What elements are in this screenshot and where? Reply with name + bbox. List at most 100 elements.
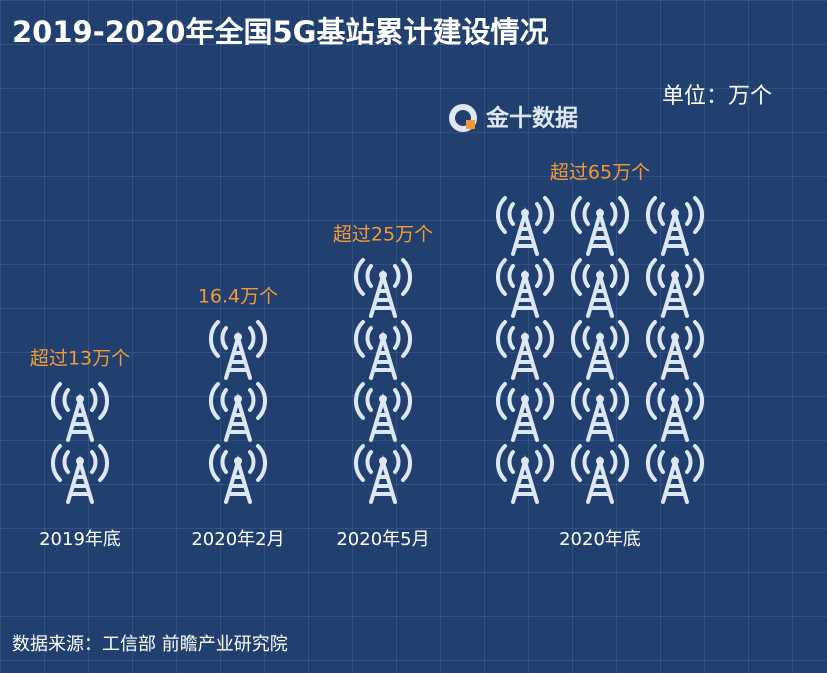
tower-icon: [353, 444, 413, 504]
tower-icon: [645, 382, 705, 442]
icon-stack: [208, 320, 268, 504]
tower-icon: [495, 196, 555, 256]
value-label: 16.4万个: [198, 286, 278, 308]
signal-wave: [645, 382, 705, 420]
signal-wave: [570, 382, 630, 420]
signal-wave: [645, 258, 705, 296]
tower-top: [521, 271, 529, 279]
signal-wave: [50, 444, 110, 482]
tower-body: [661, 331, 689, 380]
tower-body: [511, 207, 539, 256]
signal-wave: [507, 326, 543, 350]
tower-body: [369, 393, 397, 442]
signal-wave: [365, 450, 401, 474]
logo-text: 金十数据: [485, 105, 578, 132]
tower-top: [521, 395, 529, 403]
signal-wave: [353, 382, 413, 420]
tower-body: [661, 269, 689, 318]
tower-top: [671, 395, 679, 403]
tower-top: [521, 457, 529, 465]
signal-wave: [353, 258, 413, 296]
signal-wave: [582, 450, 618, 474]
tower-icon: [50, 382, 110, 442]
signal-wave: [220, 388, 256, 412]
signal-wave: [62, 450, 98, 474]
icon-stack: [495, 196, 705, 504]
tower-icon: [645, 196, 705, 256]
signal-wave: [507, 202, 543, 226]
category-label: 2020年底: [559, 529, 641, 550]
signal-wave: [582, 202, 618, 226]
source: 数据来源：工信部 前瞻产业研究院: [12, 634, 288, 655]
tower-icon: [570, 444, 630, 504]
signal-wave: [570, 444, 630, 482]
signal-wave: [220, 326, 256, 350]
signal-wave: [365, 264, 401, 288]
tower-icon: [353, 382, 413, 442]
tower-top: [379, 457, 387, 465]
tower-body: [661, 207, 689, 256]
signal-wave: [657, 326, 693, 350]
logo-dot: [466, 120, 475, 129]
tower-body: [66, 455, 94, 504]
logo-icon: [449, 104, 477, 132]
tower-body: [511, 455, 539, 504]
value-label: 超过13万个: [30, 348, 130, 370]
tower-body: [511, 331, 539, 380]
tower-body: [369, 331, 397, 380]
tower-body: [511, 393, 539, 442]
tower-icon: [570, 320, 630, 380]
tower-icon: [645, 444, 705, 504]
tower-body: [586, 269, 614, 318]
tower-icon: [353, 258, 413, 318]
tower-icon: [645, 258, 705, 318]
signal-wave: [353, 320, 413, 358]
tower-body: [586, 455, 614, 504]
category-label: 2019年底: [39, 529, 121, 550]
signal-wave: [507, 450, 543, 474]
tower-icon: [353, 320, 413, 380]
tower-icon: [495, 258, 555, 318]
value-label: 超过65万个: [550, 162, 650, 184]
tower-body: [586, 207, 614, 256]
tower-body: [661, 455, 689, 504]
tower-icon: [570, 382, 630, 442]
tower-icon: [645, 320, 705, 380]
tower-top: [379, 271, 387, 279]
tower-body: [511, 269, 539, 318]
category-label: 2020年2月: [191, 529, 284, 550]
tower-top: [234, 395, 242, 403]
tower-icon: [570, 196, 630, 256]
signal-wave: [208, 444, 268, 482]
tower-icon: [495, 320, 555, 380]
signal-wave: [570, 258, 630, 296]
tower-top: [379, 395, 387, 403]
tower-icon: [570, 258, 630, 318]
tower-body: [369, 269, 397, 318]
signal-wave: [570, 196, 630, 234]
signal-wave: [507, 388, 543, 412]
tower-top: [671, 271, 679, 279]
tower-top: [234, 457, 242, 465]
tower-top: [671, 209, 679, 217]
signal-wave: [570, 320, 630, 358]
signal-wave: [582, 326, 618, 350]
signal-wave: [507, 264, 543, 288]
signal-wave: [657, 264, 693, 288]
tower-top: [596, 271, 604, 279]
signal-wave: [208, 382, 268, 420]
signal-wave: [365, 388, 401, 412]
signal-wave: [645, 444, 705, 482]
signal-wave: [657, 450, 693, 474]
tower-icon: [495, 444, 555, 504]
tower-top: [596, 333, 604, 341]
value-label: 超过25万个: [333, 224, 433, 246]
tower-icon: [208, 444, 268, 504]
tower-body: [586, 331, 614, 380]
signal-wave: [62, 388, 98, 412]
tower-top: [379, 333, 387, 341]
tower-top: [596, 209, 604, 217]
icon-stack: [50, 382, 110, 504]
unit-label: 单位：万个: [662, 84, 772, 109]
